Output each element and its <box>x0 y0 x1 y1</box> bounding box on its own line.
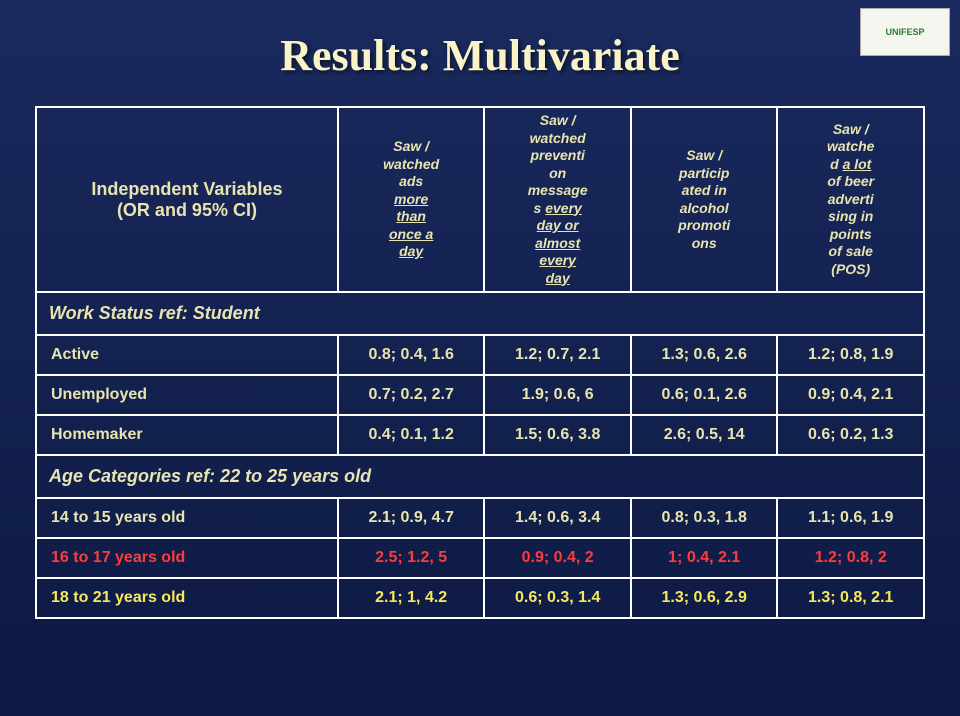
university-logo: UNIFESP <box>860 8 950 56</box>
cell-value: 0.8; 0.4, 1.6 <box>338 335 485 375</box>
data-row: 14 to 15 years old2.1; 0.9, 4.71.4; 0.6,… <box>36 498 924 538</box>
header-text-seg: message <box>528 182 588 198</box>
header-text-seg: of sale <box>829 243 873 259</box>
cell-value: 2.1; 0.9, 4.7 <box>338 498 485 538</box>
results-table-container: Independent Variables (OR and 95% CI) Sa… <box>35 106 925 619</box>
header-text-seg: watched <box>383 156 439 172</box>
header-text-seg: day <box>399 243 423 259</box>
header-text-seg: s <box>534 200 546 216</box>
col-header-1: Saw / watchedads morethan once aday <box>338 107 485 292</box>
results-table: Independent Variables (OR and 95% CI) Sa… <box>35 106 925 619</box>
header-text-seg: preventi <box>530 147 584 163</box>
row-label: 16 to 17 years old <box>36 538 338 578</box>
header-text-seg: points <box>830 226 872 242</box>
section-title: Work Status ref: Student <box>36 292 924 335</box>
header-text-seg: promoti <box>678 217 730 233</box>
row-label: 14 to 15 years old <box>36 498 338 538</box>
data-row: Homemaker0.4; 0.1, 1.21.5; 0.6, 3.82.6; … <box>36 415 924 455</box>
data-row: 16 to 17 years old2.5; 1.2, 50.9; 0.4, 2… <box>36 538 924 578</box>
cell-value: 1.4; 0.6, 3.4 <box>484 498 631 538</box>
header-text-seg: every <box>539 252 576 268</box>
header-text-seg: than <box>396 208 426 224</box>
data-row: Unemployed0.7; 0.2, 2.71.9; 0.6, 60.6; 0… <box>36 375 924 415</box>
cell-value: 0.4; 0.1, 1.2 <box>338 415 485 455</box>
section-row: Age Categories ref: 22 to 25 years old <box>36 455 924 498</box>
header-text-seg: d <box>830 156 842 172</box>
header-text-seg: every <box>545 200 582 216</box>
col-header-3: Saw / participated in alcoholpromoti ons <box>631 107 778 292</box>
header-text-seg: watched <box>530 130 586 146</box>
section-ref: ref: 22 to 25 years old <box>186 466 371 486</box>
header-text-seg: Saw / <box>540 112 576 128</box>
header-text-seg: sing in <box>828 208 873 224</box>
cell-value: 1.3; 0.8, 2.1 <box>777 578 924 618</box>
col-header-2: Saw /watchedpreventionmessages everyday … <box>484 107 631 292</box>
cell-value: 1.1; 0.6, 1.9 <box>777 498 924 538</box>
header-text-seg: alcohol <box>680 200 729 216</box>
header-text-seg: watche <box>827 138 874 154</box>
cell-value: 2.1; 1, 4.2 <box>338 578 485 618</box>
cell-value: 0.6; 0.2, 1.3 <box>777 415 924 455</box>
header-text-seg: more <box>394 191 428 207</box>
header-text-seg: Saw / <box>393 138 429 154</box>
section-row: Work Status ref: Student <box>36 292 924 335</box>
cell-value: 2.6; 0.5, 14 <box>631 415 778 455</box>
header-text-seg: ated in <box>682 182 727 198</box>
data-row: Active0.8; 0.4, 1.61.2; 0.7, 2.11.3; 0.6… <box>36 335 924 375</box>
cell-value: 1.3; 0.6, 2.9 <box>631 578 778 618</box>
section-prefix: Age Categories <box>49 466 186 486</box>
cell-value: 1.5; 0.6, 3.8 <box>484 415 631 455</box>
header-text-seg: a lot <box>843 156 872 172</box>
header-text-seg: particip <box>679 165 730 181</box>
slide-title: Results: Multivariate <box>0 0 960 106</box>
cell-value: 1.2; 0.7, 2.1 <box>484 335 631 375</box>
col-header-4: Saw /watche d a lotof beer advertising in p… <box>777 107 924 292</box>
cell-value: 0.9; 0.4, 2.1 <box>777 375 924 415</box>
header-text-seg: Saw / <box>686 147 722 163</box>
row-label: Unemployed <box>36 375 338 415</box>
table-body: Work Status ref: StudentActive0.8; 0.4, … <box>36 292 924 618</box>
row-label: Active <box>36 335 338 375</box>
header-text-seg: day <box>546 270 570 286</box>
cell-value: 1.9; 0.6, 6 <box>484 375 631 415</box>
cell-value: 2.5; 1.2, 5 <box>338 538 485 578</box>
header-text-seg: ons <box>692 235 717 251</box>
cell-value: 0.9; 0.4, 2 <box>484 538 631 578</box>
cell-value: 0.7; 0.2, 2.7 <box>338 375 485 415</box>
header-text-seg: almost <box>535 235 580 251</box>
section-prefix: Work Status <box>49 303 159 323</box>
header-text-seg: ads <box>399 173 423 189</box>
header-text-seg: day or <box>537 217 579 233</box>
header-row: Independent Variables (OR and 95% CI) Sa… <box>36 107 924 292</box>
section-title: Age Categories ref: 22 to 25 years old <box>36 455 924 498</box>
cell-value: 0.8; 0.3, 1.8 <box>631 498 778 538</box>
variables-header: Independent Variables (OR and 95% CI) <box>36 107 338 292</box>
header-text-seg: Saw / <box>833 121 869 137</box>
header-text-seg: adverti <box>828 191 874 207</box>
header-text-seg: on <box>549 165 566 181</box>
row-label: Homemaker <box>36 415 338 455</box>
cell-value: 1.3; 0.6, 2.6 <box>631 335 778 375</box>
header-text-seg: once a <box>389 226 433 242</box>
variables-header-line2: (OR and 95% CI) <box>47 200 327 221</box>
cell-value: 1; 0.4, 2.1 <box>631 538 778 578</box>
cell-value: 0.6; 0.3, 1.4 <box>484 578 631 618</box>
data-row: 18 to 21 years old2.1; 1, 4.20.6; 0.3, 1… <box>36 578 924 618</box>
cell-value: 0.6; 0.1, 2.6 <box>631 375 778 415</box>
cell-value: 1.2; 0.8, 2 <box>777 538 924 578</box>
header-text-seg: (POS) <box>831 261 870 277</box>
row-label: 18 to 21 years old <box>36 578 338 618</box>
cell-value: 1.2; 0.8, 1.9 <box>777 335 924 375</box>
header-text-seg: of beer <box>827 173 874 189</box>
section-ref: ref: Student <box>159 303 260 323</box>
variables-header-line1: Independent Variables <box>91 179 282 199</box>
